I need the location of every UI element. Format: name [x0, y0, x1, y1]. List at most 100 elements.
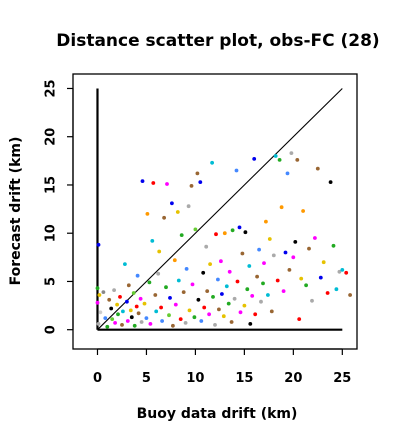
- data-point: [123, 262, 127, 266]
- data-point: [156, 271, 161, 276]
- data-point: [252, 157, 257, 161]
- data-point: [139, 320, 144, 324]
- data-point: [348, 293, 352, 297]
- data-point: [164, 285, 168, 290]
- data-point: [181, 290, 186, 294]
- data-point: [110, 317, 115, 321]
- data-point: [248, 322, 253, 326]
- data-point: [107, 297, 112, 302]
- data-point: [145, 212, 150, 216]
- x-tick-label: 20: [284, 371, 302, 386]
- data-point: [179, 233, 184, 238]
- data-point: [205, 289, 210, 293]
- data-point: [221, 314, 226, 319]
- data-point: [128, 308, 133, 313]
- data-point: [189, 184, 194, 188]
- data-point: [140, 179, 145, 184]
- data-point: [318, 275, 323, 280]
- x-tick-label: 25: [333, 371, 351, 386]
- data-point: [201, 270, 206, 275]
- data-point: [227, 269, 232, 274]
- data-point: [142, 301, 147, 306]
- data-point: [172, 258, 177, 263]
- data-point: [193, 227, 198, 232]
- data-point: [229, 320, 234, 324]
- data-point: [238, 310, 243, 315]
- data-point: [287, 268, 292, 272]
- data-point: [261, 281, 265, 286]
- data-point: [204, 244, 209, 249]
- data-points: [95, 151, 352, 329]
- data-point: [121, 309, 125, 314]
- data-point: [97, 293, 102, 297]
- data-point: [170, 201, 174, 206]
- data-point: [301, 209, 305, 213]
- data-point: [101, 290, 106, 294]
- data-point: [213, 323, 217, 327]
- data-point: [167, 313, 171, 318]
- data-point: [243, 230, 248, 235]
- data-point: [340, 268, 345, 272]
- data-point: [281, 289, 286, 293]
- data-point: [157, 249, 162, 254]
- data-point: [210, 160, 215, 165]
- data-point: [159, 305, 164, 310]
- data-point: [125, 299, 129, 304]
- data-point: [103, 316, 108, 320]
- data-point: [235, 279, 240, 284]
- data-point: [199, 319, 204, 323]
- y-tick-label: 10: [44, 224, 59, 242]
- data-point: [211, 295, 215, 299]
- data-point: [266, 293, 270, 297]
- data-point: [120, 323, 124, 327]
- data-point: [165, 182, 169, 186]
- data-point: [271, 253, 276, 258]
- data-point: [153, 293, 158, 297]
- data-point: [192, 315, 197, 320]
- y-tick-label: 0: [44, 325, 59, 334]
- data-point: [115, 302, 119, 307]
- data-point: [325, 291, 330, 295]
- data-point: [116, 312, 120, 317]
- data-point: [214, 232, 218, 237]
- data-point: [331, 243, 336, 248]
- data-point: [190, 282, 195, 287]
- data-point: [297, 317, 302, 321]
- data-point: [232, 296, 237, 301]
- data-point: [293, 240, 298, 244]
- chart-title: Distance scatter plot, obs-FC (28): [56, 31, 379, 51]
- data-point: [195, 171, 200, 176]
- data-point: [207, 312, 212, 317]
- data-point: [113, 321, 117, 325]
- data-point: [150, 239, 155, 243]
- x-axis-title: Buoy data drift (km): [137, 406, 298, 422]
- data-point: [138, 296, 143, 301]
- y-axis: 0 5 10 15 20 25: [44, 79, 74, 334]
- data-point: [136, 311, 141, 316]
- data-point: [334, 287, 339, 292]
- data-point: [230, 228, 235, 233]
- data-point: [151, 181, 156, 185]
- x-tick-label: 5: [142, 371, 151, 386]
- data-point: [307, 246, 311, 251]
- data-point: [186, 204, 191, 209]
- data-point: [304, 283, 308, 288]
- data-point: [96, 322, 101, 326]
- data-point: [154, 309, 159, 314]
- data-point: [184, 267, 189, 271]
- data-point: [135, 273, 140, 278]
- data-point: [171, 323, 175, 328]
- data-point: [109, 306, 114, 311]
- data-point: [96, 242, 101, 247]
- data-point: [321, 260, 326, 265]
- data-point: [267, 237, 272, 241]
- data-point: [132, 323, 137, 328]
- data-point: [234, 168, 239, 173]
- data-point: [262, 261, 266, 265]
- x-tick-label: 0: [93, 371, 102, 386]
- data-point: [299, 276, 304, 281]
- data-point: [125, 319, 130, 323]
- data-point: [328, 180, 333, 185]
- data-point: [129, 315, 134, 320]
